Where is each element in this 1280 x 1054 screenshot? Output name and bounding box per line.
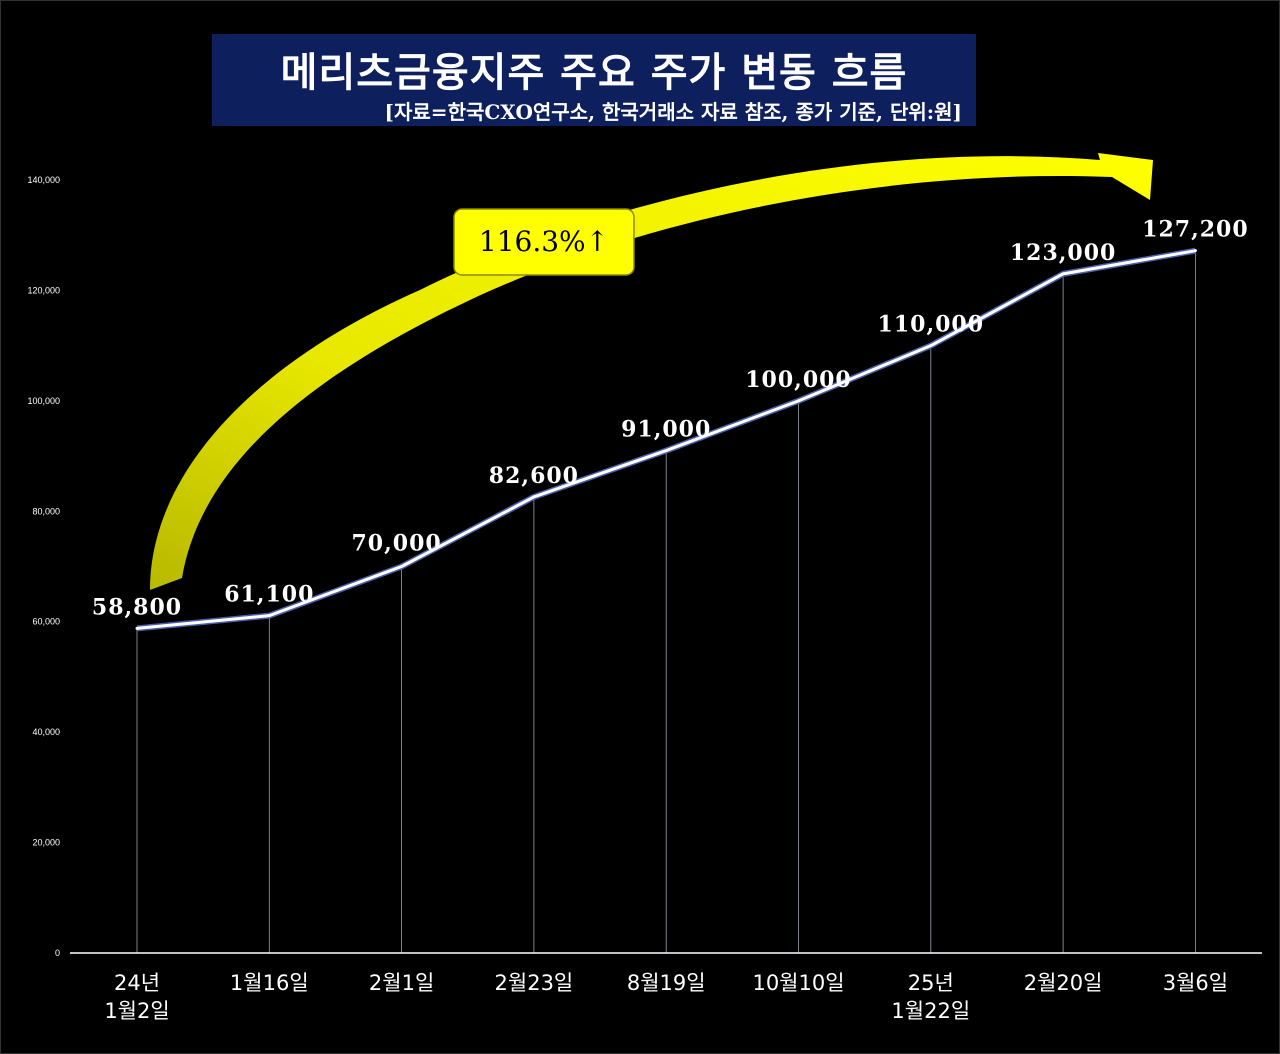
data-point xyxy=(532,495,536,499)
growth-badge-text: 116.3%↑ xyxy=(479,225,609,258)
data-label: 110,000 xyxy=(878,312,985,338)
y-tick-label: 0 xyxy=(55,948,60,958)
x-axis: 24년 1월2일 1월16일 2월1일 2월23일 8월19일 10월10일 25년 1월22일… xyxy=(104,971,1228,1023)
x-tick-label: 2월20일 xyxy=(1024,971,1103,995)
data-label: 91,000 xyxy=(621,417,711,443)
y-tick-label: 120,000 xyxy=(27,285,60,295)
data-label: 123,000 xyxy=(1010,240,1117,266)
data-label: 82,600 xyxy=(489,463,579,489)
title-box: 메리츠금융지주 주요 주가 변동 흐름 [자료=한국CXO연구소, 한국거래소 … xyxy=(212,34,976,126)
data-point xyxy=(1193,249,1197,253)
price-line xyxy=(135,247,1197,632)
growth-arrow xyxy=(150,153,1153,590)
x-tick-label: 3월6일 xyxy=(1163,971,1228,995)
data-label: 127,200 xyxy=(1142,217,1249,243)
x-tick-label: 2월1일 xyxy=(369,971,434,995)
y-tick-label: 60,000 xyxy=(32,617,60,627)
x-tick-label: 10월10일 xyxy=(752,971,844,995)
y-tick-label: 80,000 xyxy=(32,506,60,516)
data-label: 70,000 xyxy=(351,531,441,557)
x-tick-label: 8월19일 xyxy=(627,971,706,995)
data-point xyxy=(135,626,139,630)
data-label: 58,800 xyxy=(92,594,182,620)
growth-badge xyxy=(453,208,635,276)
y-tick-label: 140,000 xyxy=(27,175,60,185)
x-tick-label: 25년 1월22일 xyxy=(891,971,970,1023)
y-axis: 0 20,000 40,000 60,000 80,000 100,000 120,000 1… xyxy=(27,175,60,958)
data-point xyxy=(1061,272,1065,276)
x-tick-label: 1월16일 xyxy=(230,971,309,995)
x-tick-label: 2월23일 xyxy=(495,971,574,995)
drop-lines xyxy=(136,250,1196,953)
x-tick-label: 24년 1월2일 xyxy=(104,971,169,1023)
data-point xyxy=(664,449,668,453)
chart-subtitle: [자료=한국CXO연구소, 한국거래소 자료 참조, 종가 기준, 단위:원] xyxy=(384,100,962,124)
data-point xyxy=(797,399,800,403)
data-point xyxy=(267,614,271,618)
data-labels: 58,800 61,100 70,000 82,600 91,000 100,000 110… xyxy=(92,217,1249,621)
data-label: 61,100 xyxy=(224,582,314,608)
chart-title: 메리츠금융지주 주요 주가 변동 흐름 xyxy=(280,49,908,96)
y-tick-label: 100,000 xyxy=(27,396,60,406)
data-label: 100,000 xyxy=(745,367,852,393)
y-tick-label: 20,000 xyxy=(32,838,60,848)
y-tick-label: 40,000 xyxy=(32,727,60,737)
data-point xyxy=(929,344,933,348)
data-point xyxy=(400,565,404,568)
